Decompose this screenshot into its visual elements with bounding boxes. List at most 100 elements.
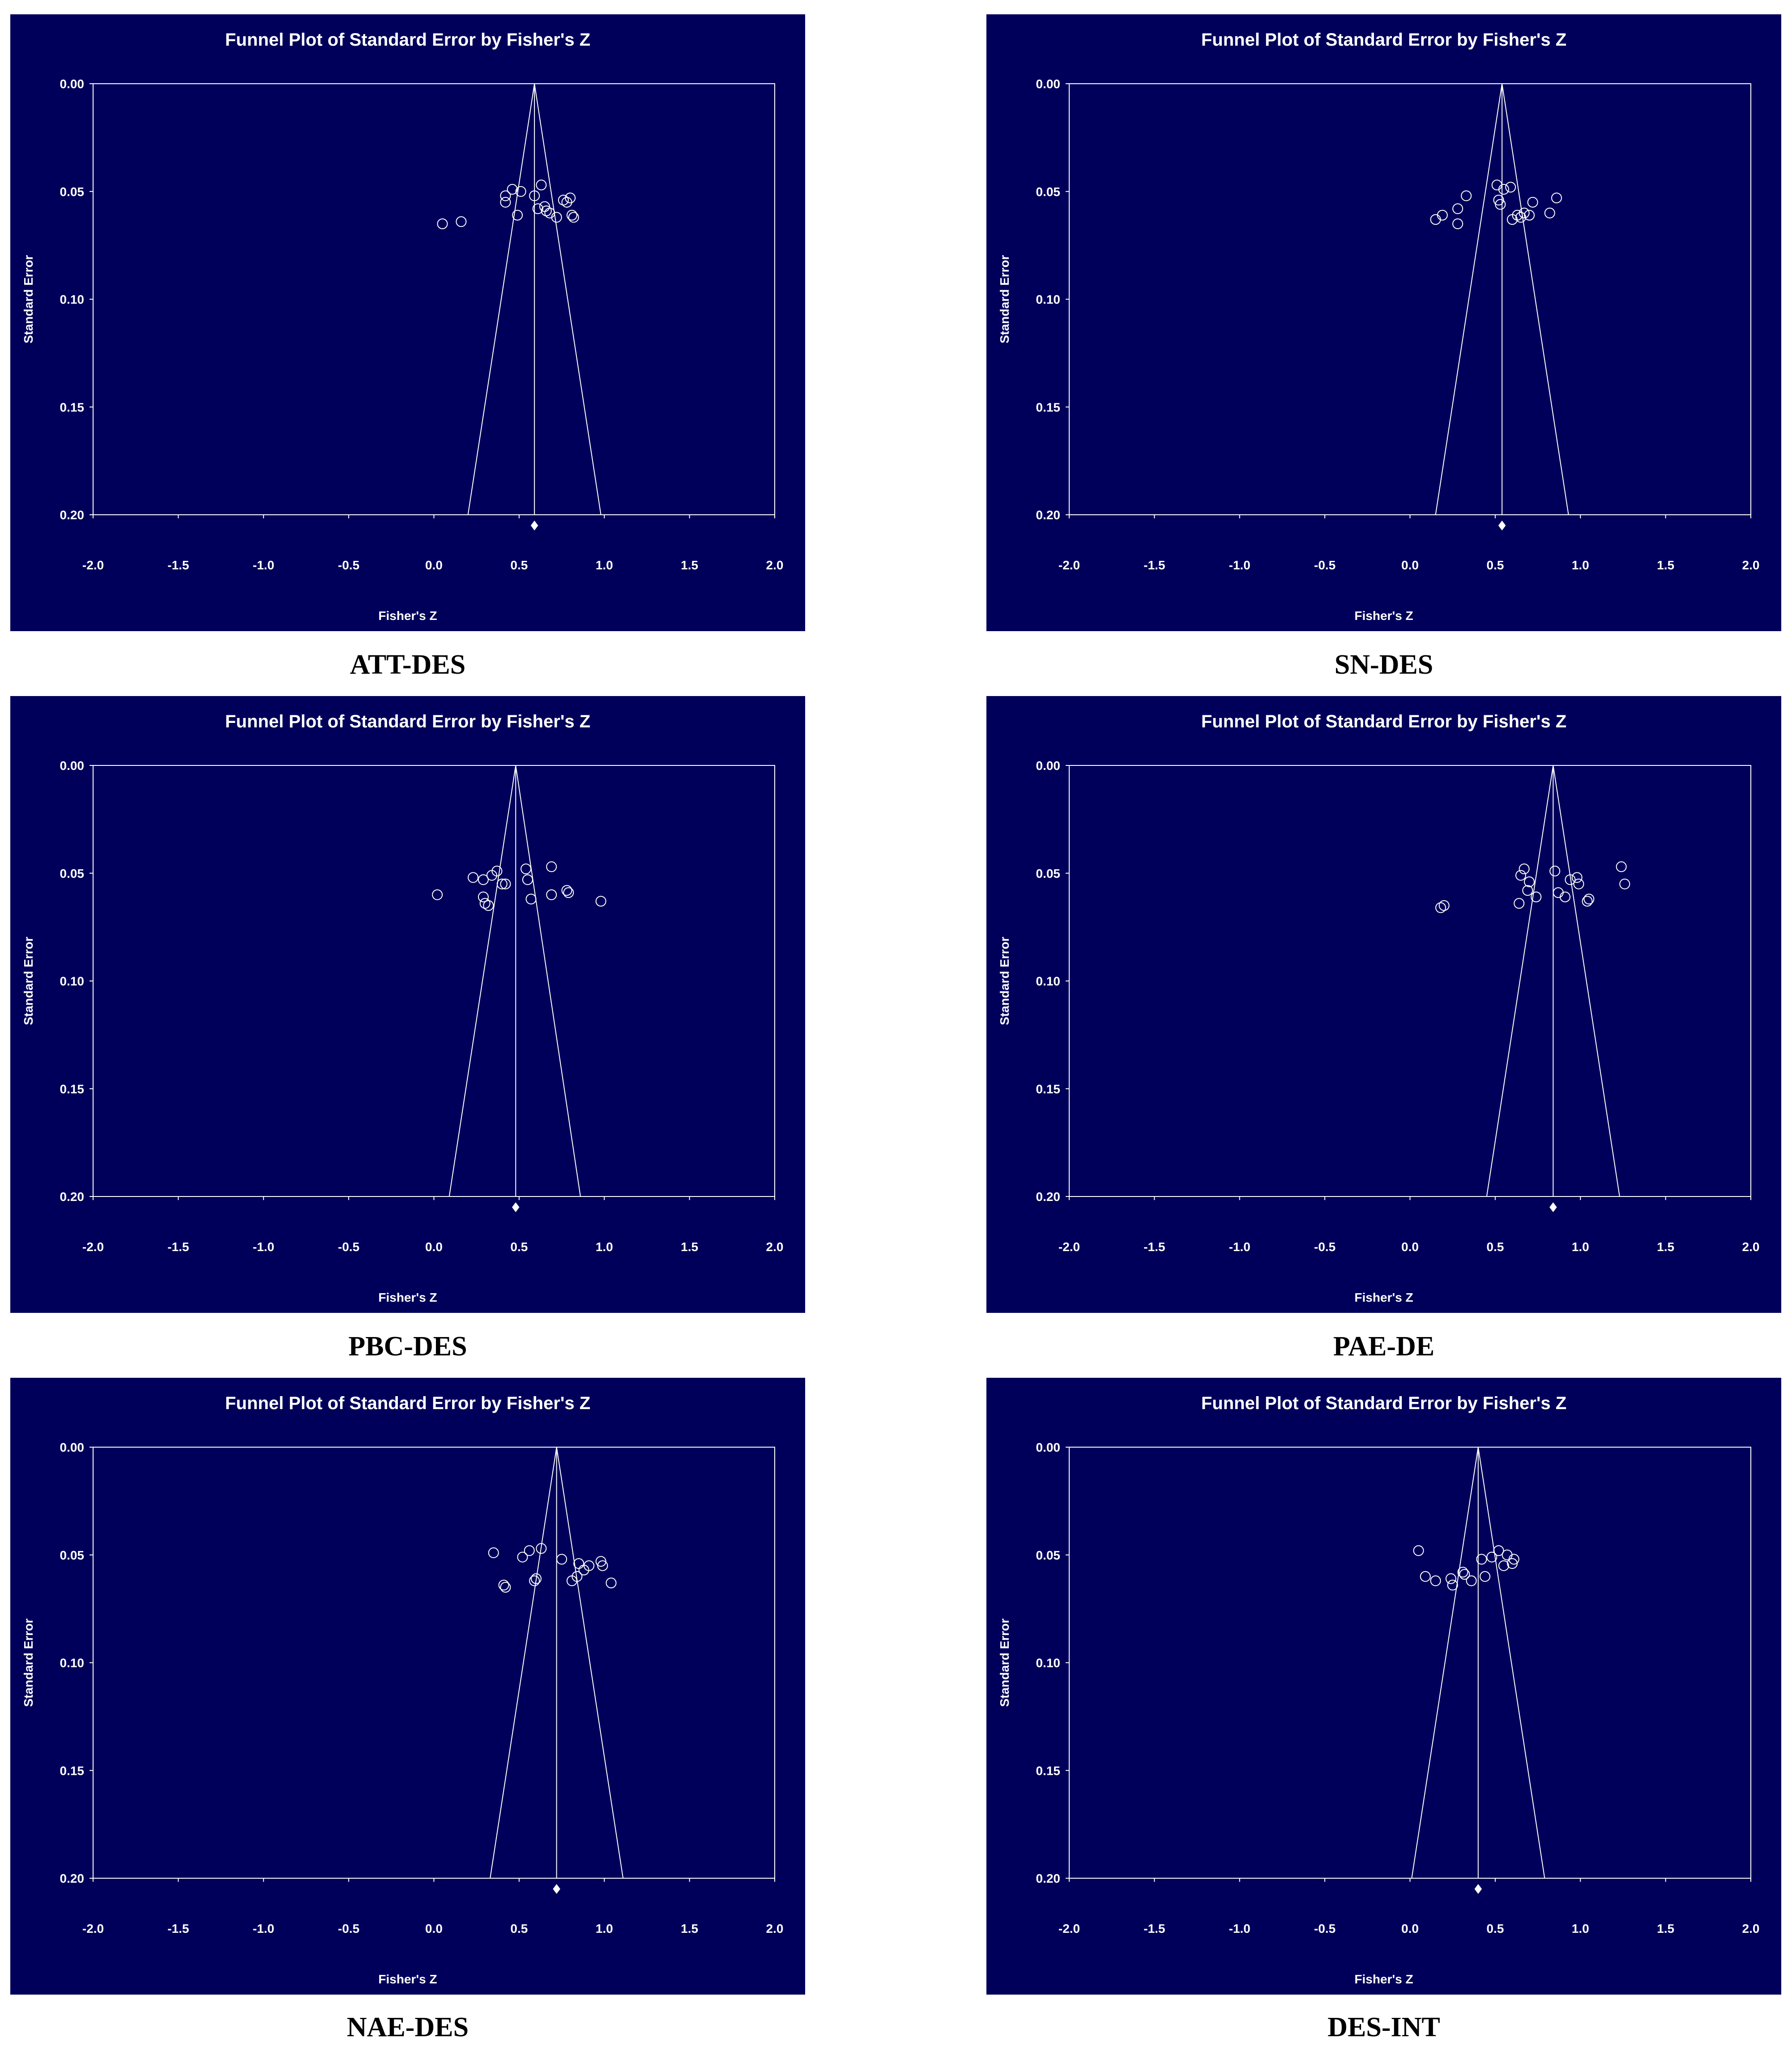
y-tick-label: 0.00 [1036, 759, 1061, 773]
x-axis-label: Fisher's Z [1354, 1972, 1413, 1986]
x-tick-label: -2.0 [1058, 558, 1080, 572]
study-point [1505, 182, 1516, 193]
study-point [536, 179, 547, 191]
x-tick-label: 2.0 [1742, 1240, 1760, 1254]
x-tick-label: 1.0 [596, 1922, 613, 1936]
x-tick-label: 1.0 [1572, 1922, 1589, 1936]
x-tick-label: 0.5 [510, 1240, 528, 1254]
y-axis-label: Standard Error [21, 255, 35, 344]
funnel-plot-panel-pbc-des: Funnel Plot of Standard Error by Fisher'… [10, 696, 805, 1313]
y-tick-label: 0.10 [1036, 974, 1061, 988]
y-tick-label: 0.05 [1036, 185, 1061, 199]
study-point [561, 885, 572, 896]
study-point [1524, 209, 1535, 221]
study-point [1447, 1580, 1458, 1591]
study-point [1476, 1554, 1487, 1565]
x-tick-label: 0.0 [1401, 558, 1419, 572]
y-tick-label: 0.15 [1036, 1082, 1061, 1096]
study-point [1551, 192, 1562, 204]
chart-title: Funnel Plot of Standard Error by Fisher'… [225, 1393, 590, 1413]
study-point [1565, 874, 1576, 885]
x-tick-label: 1.5 [681, 558, 698, 572]
study-point [1616, 861, 1627, 872]
study-point [488, 1547, 499, 1558]
plot-frame [93, 765, 775, 1197]
study-point [565, 192, 576, 204]
study-point [517, 1551, 528, 1563]
study-point [512, 209, 523, 221]
study-point [1519, 863, 1530, 875]
study-point [1491, 179, 1502, 191]
x-tick-label: -1.0 [253, 558, 274, 572]
study-point [525, 893, 537, 905]
x-tick-label: -0.5 [1314, 1922, 1335, 1936]
y-tick-label: 0.05 [60, 867, 85, 880]
y-tick-label: 0.15 [1036, 400, 1061, 414]
x-tick-label: 1.5 [681, 1922, 698, 1936]
chart-caption: PAE-DE [1333, 1331, 1435, 1362]
x-tick-label: 1.0 [1572, 1240, 1589, 1254]
x-tick-label: 1.5 [681, 1240, 698, 1254]
x-tick-label: 1.5 [1657, 1922, 1674, 1936]
funnel-right-line [1553, 765, 1620, 1197]
funnel-right-line [515, 765, 581, 1197]
study-point [515, 186, 526, 197]
y-tick-label: 0.05 [60, 185, 85, 199]
funnel-left-line [1435, 83, 1503, 515]
funnel-left-line [1486, 765, 1554, 1197]
study-point [1544, 207, 1555, 218]
study-point [1498, 1560, 1509, 1571]
study-point [498, 1580, 509, 1591]
funnel-plot-svg: Funnel Plot of Standard Error by Fisher'… [998, 30, 1759, 623]
study-point [546, 889, 557, 900]
funnel-right-line [556, 1447, 624, 1879]
study-point [556, 1554, 567, 1565]
x-tick-label: 2.0 [766, 1922, 784, 1936]
study-point [595, 1556, 606, 1567]
y-tick-label: 0.05 [1036, 867, 1061, 880]
study-point [568, 212, 579, 223]
study-point [1559, 891, 1570, 902]
x-tick-label: -2.0 [1058, 1922, 1080, 1936]
x-axis-label: Fisher's Z [1354, 1290, 1413, 1304]
chart-caption: ATT-DES [350, 649, 466, 680]
x-tick-label: 1.5 [1657, 1240, 1674, 1254]
chart-caption: NAE-DES [346, 2012, 469, 2042]
study-point [1583, 893, 1595, 905]
x-tick-label: -2.0 [82, 1922, 104, 1936]
y-tick-label: 0.20 [1036, 508, 1061, 522]
study-point [1466, 1575, 1477, 1586]
study-point [500, 1581, 511, 1593]
study-point [496, 878, 508, 889]
funnel-left-line [490, 1447, 557, 1879]
plot-frame [93, 1447, 775, 1879]
study-point [541, 205, 552, 217]
y-tick-label: 0.00 [60, 759, 85, 773]
study-point [1512, 209, 1523, 221]
y-axis-label: Standard Error [998, 937, 1011, 1026]
study-point [1413, 1545, 1424, 1556]
x-tick-label: 0.5 [1486, 1240, 1504, 1254]
y-tick-label: 0.15 [1036, 1764, 1061, 1778]
x-tick-label: 0.5 [1486, 558, 1504, 572]
summary-diamond [1498, 521, 1506, 530]
x-tick-label: -1.0 [1229, 1240, 1250, 1254]
y-tick-label: 0.20 [1036, 1190, 1061, 1204]
x-axis-label: Fisher's Z [378, 1290, 437, 1304]
y-axis-label: Standard Error [21, 937, 35, 1026]
study-point [606, 1577, 617, 1589]
funnel-plot-svg: Funnel Plot of Standard Error by Fisher'… [21, 1393, 784, 1986]
study-point [1553, 887, 1564, 898]
y-tick-label: 0.20 [60, 1872, 85, 1885]
study-point [1549, 865, 1561, 876]
study-point [524, 1545, 535, 1556]
study-point [483, 900, 494, 911]
study-point [478, 891, 489, 902]
funnel-plot-svg: Funnel Plot of Standard Error by Fisher'… [998, 712, 1760, 1304]
study-point [1506, 1558, 1518, 1569]
study-point [1452, 203, 1463, 214]
study-point [595, 896, 606, 907]
x-tick-label: -1.5 [167, 1922, 189, 1936]
study-point [1514, 898, 1525, 909]
study-point [500, 190, 511, 201]
